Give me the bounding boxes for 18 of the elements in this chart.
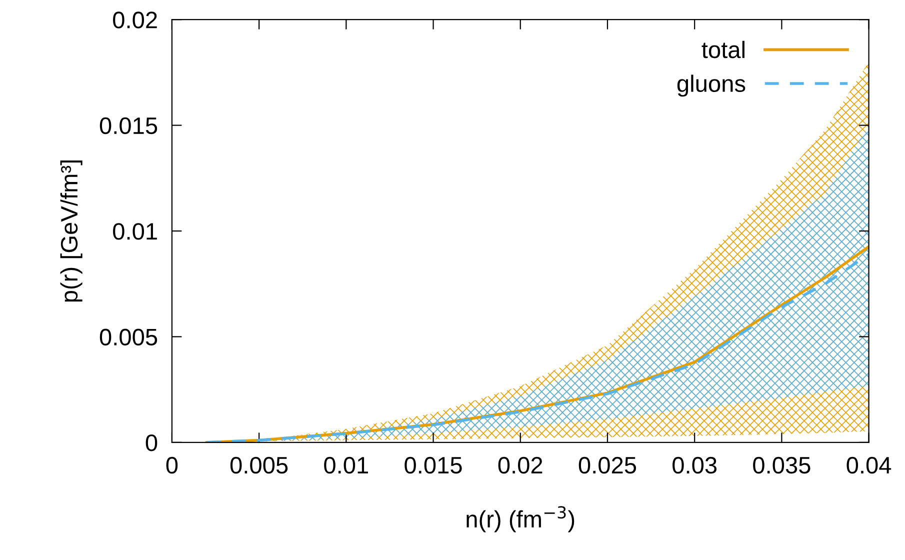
x-tick-label: 0 xyxy=(166,456,178,474)
y-tick-label: 0.015 xyxy=(100,117,158,134)
x-tick-label: 0.04 xyxy=(846,456,892,474)
y-tick-label: 0.02 xyxy=(113,12,157,28)
legend-label: gluons xyxy=(677,74,746,97)
legend-label: total xyxy=(702,40,744,58)
y-tick-label: 0.005 xyxy=(100,328,158,346)
x-tick-label: 0.025 xyxy=(578,456,636,474)
x-tick-label: 0.015 xyxy=(404,456,462,474)
x-tick-label: 0.01 xyxy=(324,456,368,474)
x-tick-label: 0.03 xyxy=(672,456,717,474)
y-tick-label: 0 xyxy=(146,434,158,452)
x-tick-label: 0.02 xyxy=(498,456,542,474)
y-axis-title: p(r) [GeV/fm³] xyxy=(60,160,82,302)
y-tick-label: 0.01 xyxy=(113,223,157,240)
x-axis-title: n(r) (fm$^{−3}$) xyxy=(466,506,574,532)
x-tick-label: 0.035 xyxy=(753,456,810,474)
x-tick-label: 0.005 xyxy=(230,456,288,474)
